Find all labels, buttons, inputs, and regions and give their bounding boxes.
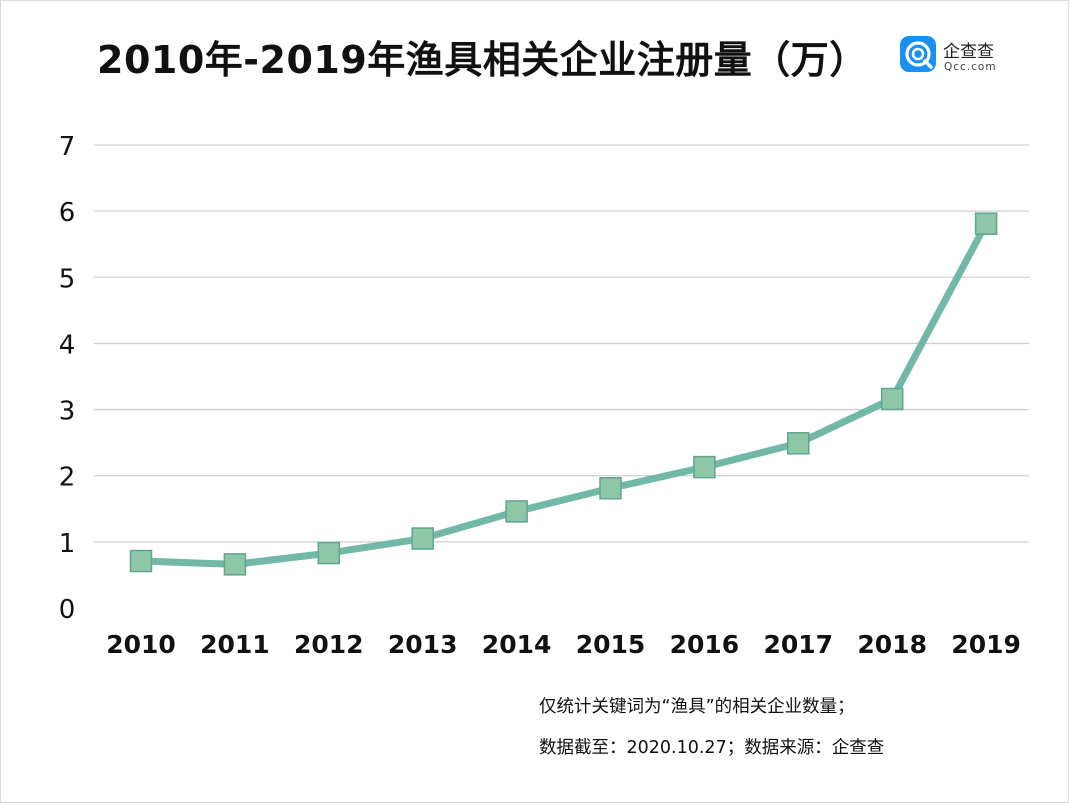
series-line [137, 220, 990, 568]
y-tick-label: 1 [59, 529, 76, 559]
x-tick-label: 2016 [670, 630, 740, 659]
footnote-source: 数据截至：2020.10.27；数据来源：企查查 [539, 738, 885, 758]
y-tick-label: 6 [59, 198, 76, 228]
x-tick-label: 2011 [200, 630, 270, 659]
data-point-marker [880, 387, 904, 411]
brand-url: Qcc.com [944, 61, 997, 73]
x-tick-label: 2013 [388, 630, 458, 659]
x-tick-label: 2014 [482, 630, 552, 659]
grid-lines [94, 144, 1029, 543]
chart-title: 2010年-2019年渔具相关企业注册量（万） [97, 38, 868, 82]
qcc-logo-icon [900, 36, 936, 72]
data-point-marker [974, 212, 998, 235]
data-point-marker [223, 553, 247, 576]
y-tick-label: 0 [59, 595, 76, 625]
y-tick-label: 4 [59, 330, 76, 360]
brand-name: 企查查 [943, 42, 994, 62]
x-tick-label: 2018 [857, 630, 927, 659]
data-point-marker [129, 549, 153, 573]
data-point-marker [505, 500, 528, 523]
y-axis-ticks: 0 1 2 3 4 5 6 7 [59, 132, 76, 625]
footnote-scope: 仅统计关键词为“渔具”的相关企业数量； [539, 697, 855, 717]
data-point-marker [317, 541, 341, 565]
series-layer [129, 212, 998, 576]
x-tick-label: 2019 [951, 630, 1021, 659]
data-point-marker [787, 432, 810, 455]
data-point-marker [599, 477, 622, 500]
x-tick-label: 2015 [576, 630, 646, 659]
y-tick-label: 2 [59, 463, 76, 493]
x-tick-label: 2010 [106, 630, 176, 659]
y-tick-label: 3 [59, 397, 76, 427]
data-point-marker [693, 455, 716, 479]
y-tick-label: 7 [59, 132, 76, 162]
qcc-logo: 企查查 Qcc.com [899, 35, 1014, 75]
x-tick-label: 2017 [764, 630, 834, 659]
x-tick-label: 2012 [294, 630, 364, 659]
data-point-marker [411, 527, 434, 550]
x-axis-ticks: 2010 2011 2012 2013 2014 2015 2016 2017 2018 2019 [106, 630, 1021, 659]
y-tick-label: 5 [59, 264, 76, 294]
